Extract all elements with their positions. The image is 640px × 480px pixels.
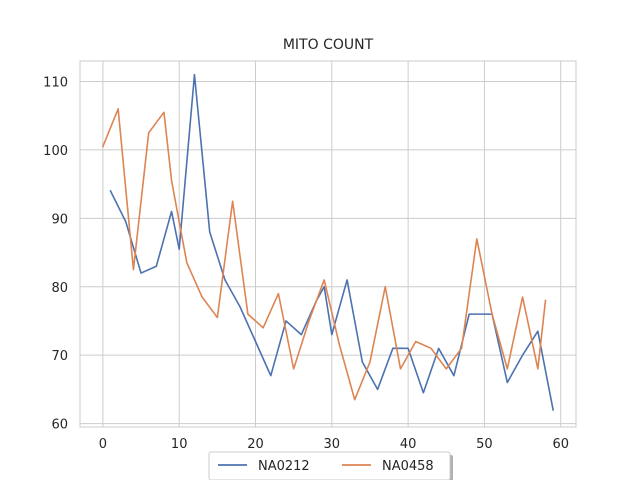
y-tick-label: 90	[51, 212, 68, 227]
y-tick-label: 70	[51, 349, 68, 364]
legend-label-na0212: NA0212	[258, 459, 310, 474]
legend-box	[208, 451, 451, 480]
y-tick-label: 100	[43, 144, 68, 159]
x-tick-label: 10	[171, 437, 188, 452]
plot-area	[79, 60, 577, 428]
series-line-na0212	[109, 73, 555, 411]
x-tick-label: 50	[476, 437, 493, 452]
x-tick-label: 40	[400, 437, 417, 452]
series-layer	[101, 73, 555, 411]
x-tick-label: 0	[99, 437, 107, 452]
grid-lines	[80, 61, 576, 427]
y-tick-label: 110	[43, 76, 68, 91]
tick-labels: 0 10 20 30 40 50 60 60 70 80 90 100 110	[43, 76, 569, 452]
y-tick-label: 80	[51, 281, 68, 296]
chart-title: MITO COUNT	[283, 37, 374, 53]
x-tick-label: 20	[247, 437, 264, 452]
x-tick-label: 30	[324, 437, 341, 452]
legend-label-na0458: NA0458	[382, 459, 434, 474]
x-tick-label: 60	[552, 437, 569, 452]
y-tick-label: 60	[51, 418, 68, 433]
legend: NA0212 NA0458	[208, 451, 453, 480]
series-line-na0458	[101, 108, 547, 401]
